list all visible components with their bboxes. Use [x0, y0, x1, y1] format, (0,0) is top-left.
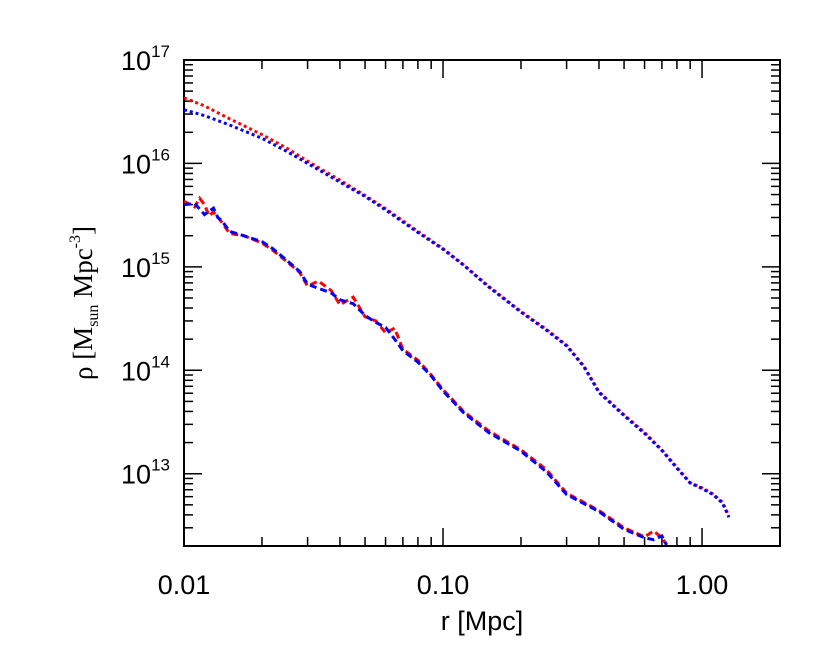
x-tick-label: 0.10	[417, 570, 470, 600]
series-line-2	[183, 108, 731, 518]
y-tick-label: 1015	[121, 249, 170, 283]
y-axis-title-mid: Mpc	[68, 248, 98, 304]
ticks	[183, 59, 781, 547]
series-line-1	[183, 96, 731, 517]
y-axis-title-end: ]	[68, 226, 98, 235]
y-axis-title-sup: -3	[67, 235, 84, 248]
y-tick-label: 1014	[121, 352, 170, 386]
y-tick-label: 1013	[121, 456, 170, 490]
y-tick-label: 1017	[121, 42, 170, 76]
y-axis-title-sub: sun	[85, 305, 102, 327]
x-tick-label: 0.01	[158, 570, 211, 600]
y-axis-title: ρ [Msun Mpc-3]	[67, 226, 102, 380]
x-tick-label: 1.00	[676, 570, 729, 600]
series-line-4	[183, 201, 668, 546]
series-layer	[183, 96, 731, 546]
x-axis-title: r [Mpc]	[441, 606, 524, 636]
y-axis-title-base: ρ [M	[68, 327, 98, 380]
series-line-3	[183, 195, 668, 546]
plot-frame	[183, 59, 781, 547]
y-tick-label: 1016	[121, 145, 170, 179]
tick-labels: 0.01 0.10 1.00 1013 1014 1015 1016 1017	[121, 42, 728, 600]
